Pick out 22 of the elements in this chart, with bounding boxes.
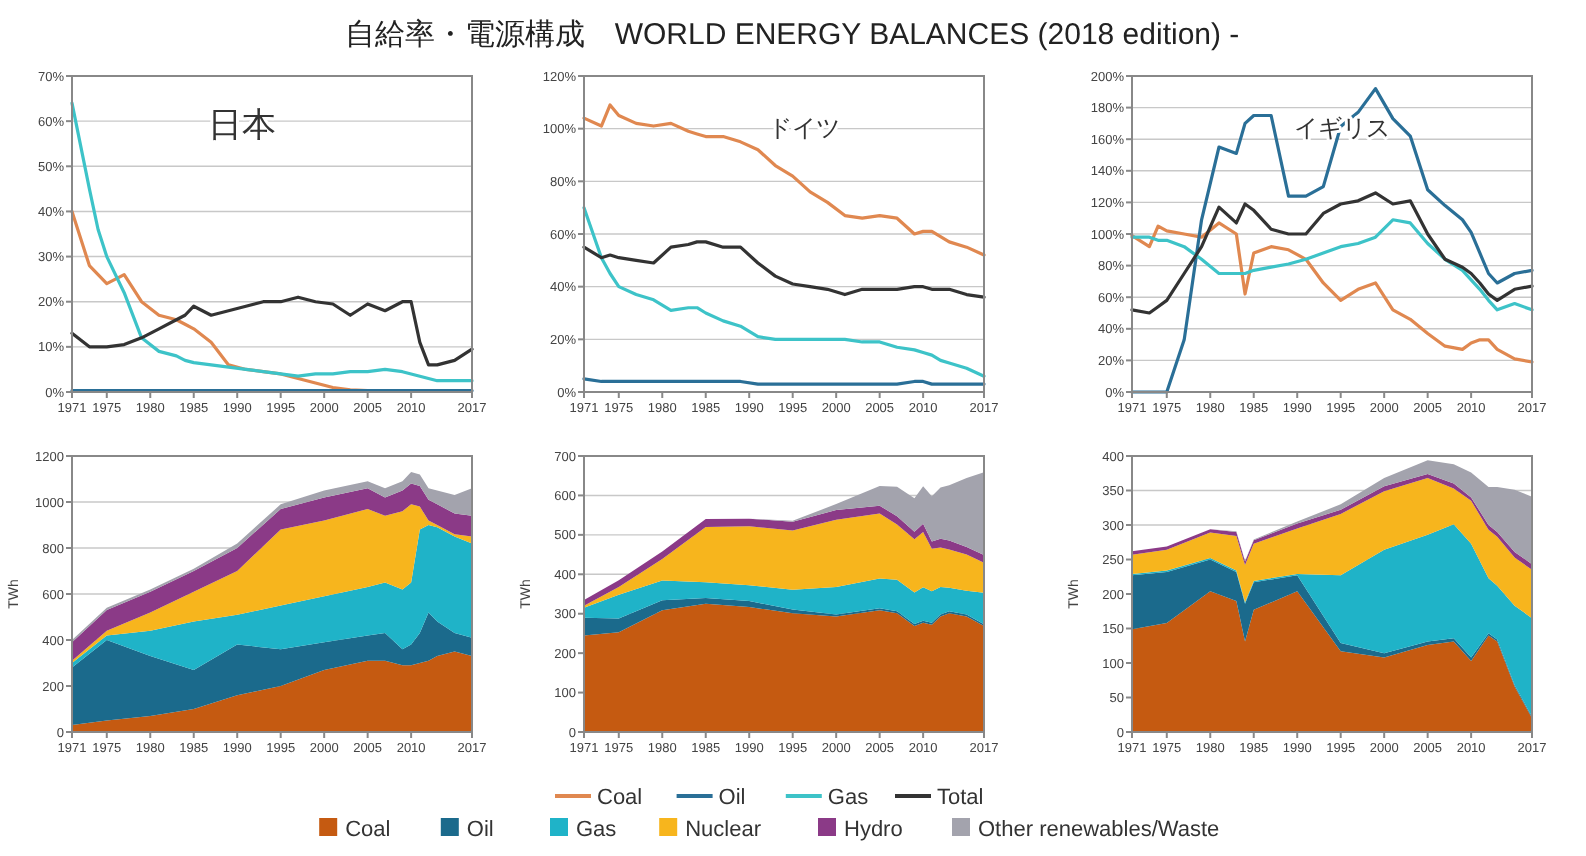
- legend-label: Oil: [466, 817, 494, 842]
- line-series: [70, 295, 474, 367]
- line-series: [1130, 221, 1534, 364]
- legend-label: Nuclear: [685, 817, 762, 842]
- line-series: [582, 103, 986, 257]
- legend-label: Total: [937, 785, 984, 810]
- line-series: [582, 240, 986, 299]
- line-series: [1130, 218, 1534, 312]
- legend-label: Gas: [576, 817, 618, 842]
- line-series: [582, 206, 986, 378]
- legend-label: Hydro: [844, 817, 903, 842]
- line-series: [1130, 87, 1534, 394]
- legend-label: Coal: [597, 785, 643, 810]
- text: 自給率・電源構成 WORLD ENERGY BALANCES (2018 edition) -: [344, 18, 1240, 52]
- line-series: [70, 101, 474, 383]
- legend-label: Other renewables/Waste: [978, 817, 1220, 842]
- legend-label: Coal: [345, 817, 391, 842]
- annotation: ドイツ: [768, 114, 840, 142]
- legend-label: Gas: [827, 785, 870, 810]
- line-series: [1130, 191, 1534, 315]
- annotation: 日本: [208, 106, 276, 144]
- legend-label: Oil: [718, 785, 746, 810]
